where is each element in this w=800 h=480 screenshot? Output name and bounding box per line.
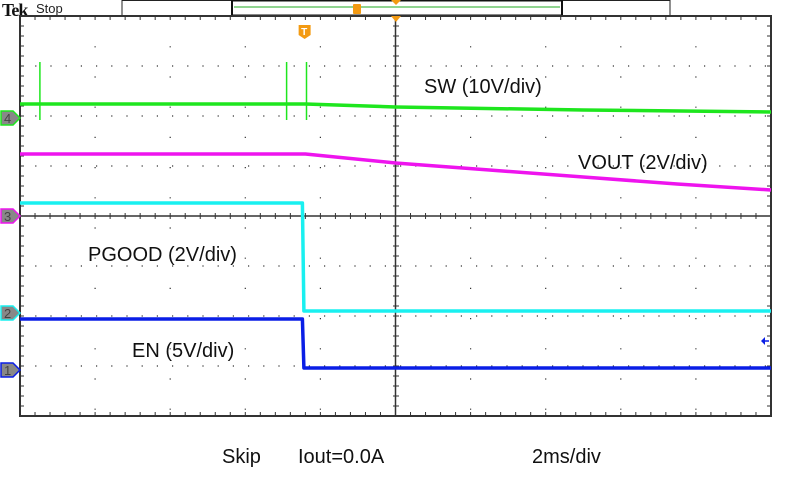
- acquisition-state: Stop: [36, 1, 63, 16]
- channel-marker-label: 2: [4, 306, 11, 321]
- graticule: [19, 15, 772, 417]
- channel-marker-3[interactable]: 3: [0, 208, 22, 224]
- record-trigger-icon: [353, 4, 361, 14]
- channel-marker-label: 1: [4, 363, 11, 378]
- waveform-traces: [20, 62, 772, 370]
- trace-ch2: [20, 201, 771, 313]
- series-label-vout: VOUT (2V/div): [578, 152, 708, 174]
- trace-ch3: [20, 152, 772, 192]
- trace-ch4: [20, 102, 772, 114]
- footer-timebase: 2ms/div: [532, 446, 601, 468]
- channel-marker-shape: [0, 362, 22, 378]
- center-time-marker-icon: [391, 16, 401, 22]
- series-label-pgood: PGOOD (2V/div): [88, 244, 237, 266]
- ch1-trigger-level-arrow-icon: [761, 337, 765, 345]
- channel-marker-1[interactable]: 1: [0, 362, 22, 378]
- trace-ch1: [20, 317, 771, 370]
- trigger-position-marker[interactable]: T: [298, 25, 311, 39]
- channel-marker-4[interactable]: 4: [0, 110, 22, 126]
- channel-marker-label: 4: [4, 111, 11, 126]
- trigger-icon: [298, 25, 311, 39]
- channel-marker-2[interactable]: 2: [0, 305, 22, 321]
- trigger-icon-label: T: [301, 27, 307, 38]
- channel-markers[interactable]: 4 3 2 1 T: [0, 16, 769, 378]
- series-label-en: EN (5V/div): [132, 340, 235, 362]
- series-label-sw: SW (10V/div): [424, 76, 542, 98]
- channel-marker-label: 3: [4, 209, 11, 224]
- footer-mode: Skip: [222, 446, 261, 468]
- channel-marker-shape: [0, 208, 22, 224]
- channel-marker-shape: [0, 110, 22, 126]
- footer-load: Iout=0.0A: [298, 446, 385, 468]
- channel-marker-shape: [0, 305, 22, 321]
- record-overview-bar[interactable]: [121, 0, 671, 17]
- record-center-marker-icon: [391, 0, 401, 5]
